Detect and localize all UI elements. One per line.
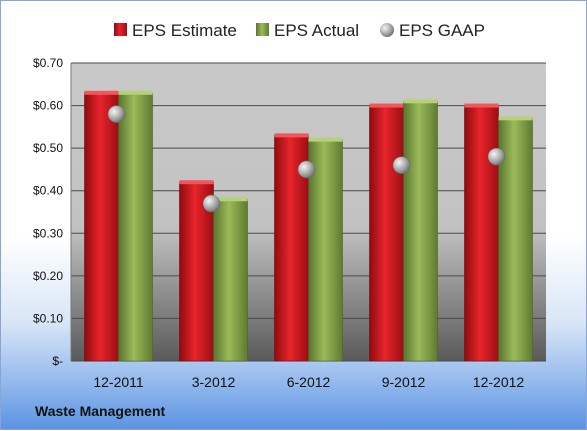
eps-actual-bar-top bbox=[213, 197, 248, 202]
eps-gaap-marker bbox=[392, 156, 411, 174]
eps-actual-bar-top bbox=[308, 137, 343, 142]
eps-actual-bar bbox=[213, 198, 248, 362]
y-tick-label: $0.60 bbox=[33, 99, 63, 113]
eps-estimate-bar bbox=[179, 181, 214, 362]
eps-gaap-marker bbox=[487, 147, 506, 166]
gaap-markers bbox=[107, 105, 506, 213]
red-bar-swatch-icon bbox=[114, 23, 127, 36]
y-tick-label: $0.70 bbox=[33, 56, 63, 70]
y-tick-label: $0.10 bbox=[33, 311, 63, 325]
axes: $- $0.10 $0.20 $0.30 $0.40 $0.50 $0.60 $0.70 12-… bbox=[33, 56, 524, 390]
y-tick-label: $0.50 bbox=[33, 141, 63, 155]
eps-gaap-marker bbox=[297, 160, 316, 179]
x-tick-label: 3-2012 bbox=[192, 374, 236, 390]
eps-actual-bar-top bbox=[118, 90, 153, 95]
eps-estimate-bar bbox=[84, 92, 119, 362]
legend-label: EPS Actual bbox=[274, 21, 359, 40]
eps-actual-bar-top bbox=[498, 116, 533, 121]
x-tick-label: 6-2012 bbox=[287, 374, 331, 390]
eps-actual-bar bbox=[308, 139, 343, 362]
y-tick-label: $0.40 bbox=[33, 184, 63, 198]
y-tick-label: $0.30 bbox=[33, 226, 63, 240]
eps-actual-bar-top bbox=[403, 99, 438, 104]
x-tick-label: 12-2011 bbox=[93, 374, 144, 390]
eps-actual-bar bbox=[403, 101, 438, 362]
x-tick-label: 12-2012 bbox=[473, 374, 525, 390]
y-tick-label: $- bbox=[52, 354, 63, 368]
legend: EPS Estimate EPS Actual EPS GAAP bbox=[114, 21, 485, 40]
eps-gaap-marker bbox=[107, 105, 126, 123]
bars bbox=[84, 90, 533, 362]
eps-estimate-bar-top bbox=[274, 133, 309, 138]
x-tick-label: 9-2012 bbox=[382, 374, 426, 390]
legend-label: EPS Estimate bbox=[132, 21, 237, 40]
eps-estimate-bar-top bbox=[464, 103, 499, 108]
eps-estimate-bar-top bbox=[369, 103, 404, 108]
eps-estimate-bar bbox=[369, 105, 404, 362]
eps-estimate-bar-top bbox=[84, 90, 119, 95]
eps-actual-bar bbox=[118, 92, 153, 362]
company-name: Waste Management bbox=[35, 403, 166, 419]
gray-sphere-icon bbox=[380, 23, 394, 37]
green-bar-swatch-icon bbox=[256, 23, 269, 36]
eps-estimate-bar-top bbox=[179, 180, 214, 185]
eps-estimate-bar bbox=[464, 105, 499, 362]
eps-gaap-marker bbox=[202, 194, 221, 213]
legend-label: EPS GAAP bbox=[399, 21, 485, 40]
y-tick-label: $0.20 bbox=[33, 269, 63, 283]
